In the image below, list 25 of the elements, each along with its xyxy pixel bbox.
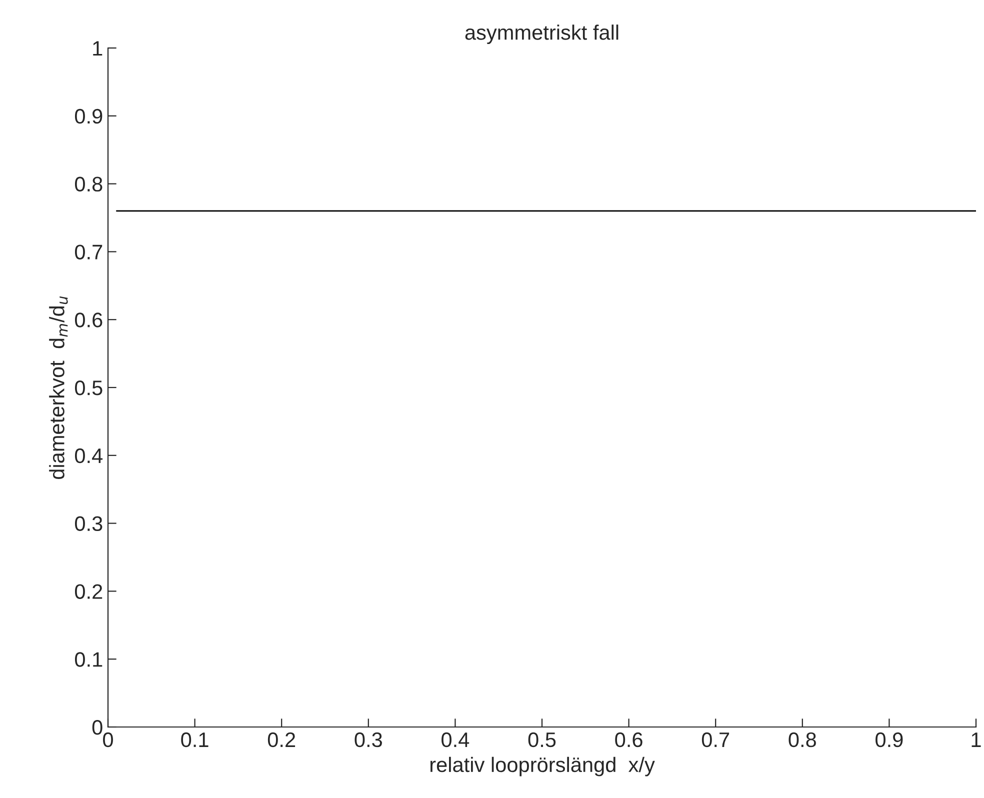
y-tick-label: 0.9 xyxy=(74,108,102,124)
x-tick-label: 1 xyxy=(972,732,981,747)
y-tick-label: 0.1 xyxy=(74,652,102,667)
x-tick-label: 0.5 xyxy=(528,732,556,748)
x-tick-label: 0.2 xyxy=(268,732,296,748)
x-tick-label: 0 xyxy=(103,732,113,748)
y-tick-label: 0.4 xyxy=(74,448,103,464)
x-tick-label: 0.8 xyxy=(788,732,816,748)
y-axis-title: diameterkvot d$_{m}$/d$_{u}$ xyxy=(49,296,68,480)
y-tick-label: 0 xyxy=(92,720,102,735)
y-tick-label: 0.3 xyxy=(74,516,102,532)
x-tick-label: 0.6 xyxy=(615,732,642,748)
x-tick-label: 0.4 xyxy=(442,732,470,748)
y-tick-label: 0.5 xyxy=(74,380,102,396)
y-tick-label: 0.2 xyxy=(74,584,102,599)
y-tick-label: 0.7 xyxy=(74,244,102,260)
y-tick-label: 1 xyxy=(93,41,102,56)
x-tick-label: 0.3 xyxy=(354,732,382,748)
x-axis-title: relativ looprörslängd x/y xyxy=(430,756,655,776)
x-tick-label: 0.7 xyxy=(702,732,730,748)
x-tick-label: 0.9 xyxy=(876,732,903,748)
y-tick-label: 0.8 xyxy=(74,176,102,192)
chart-title: asymmetriskt fall xyxy=(465,24,618,44)
y-tick-label: 0.6 xyxy=(74,312,102,328)
x-tick-label: 0.1 xyxy=(181,732,208,748)
